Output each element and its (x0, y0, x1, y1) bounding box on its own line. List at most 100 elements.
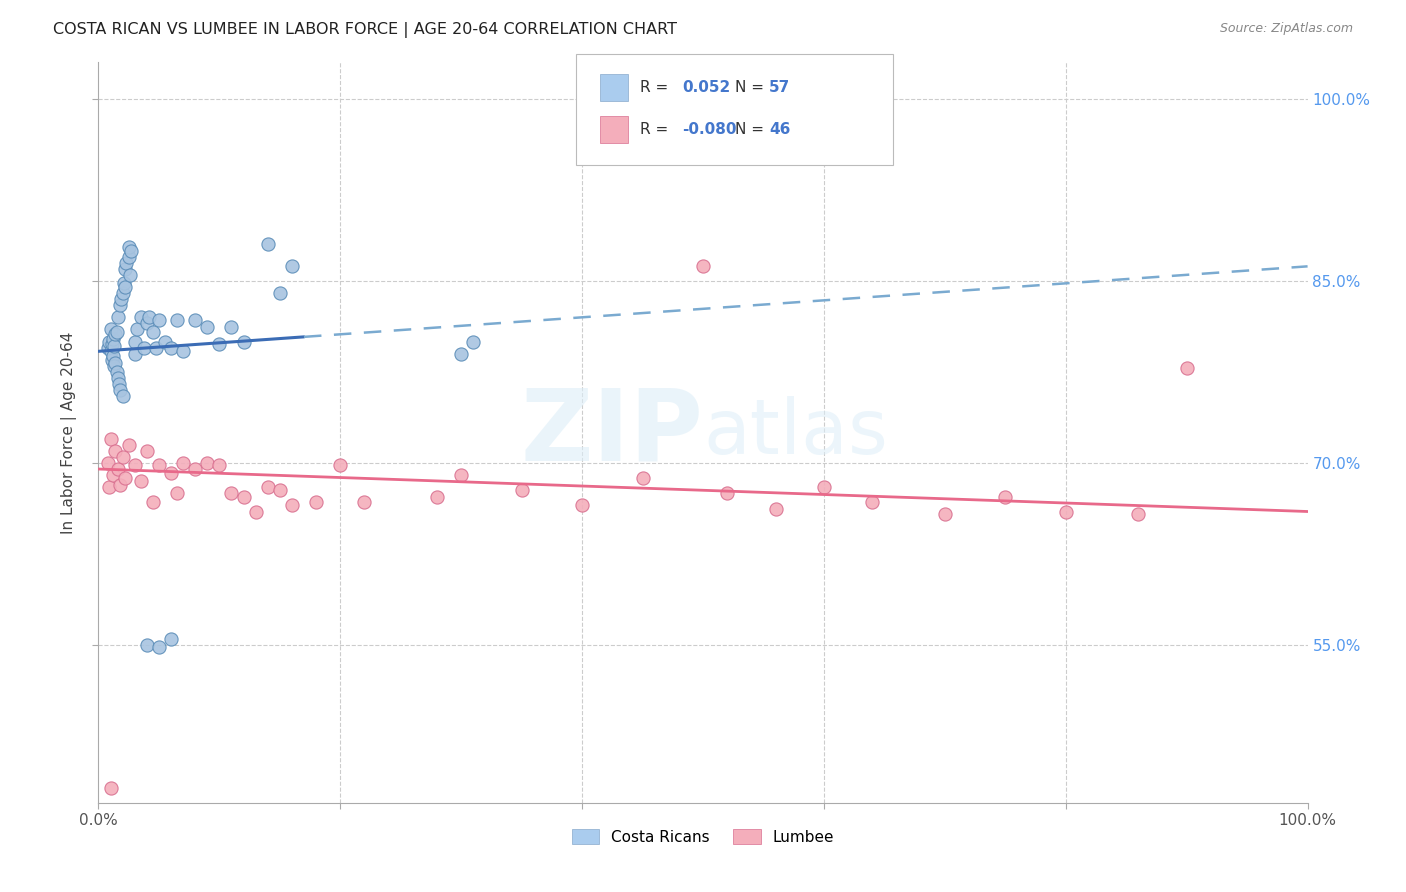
Point (281, 260, 304, 274)
Point (111, 389, 134, 403)
Point (124, 347, 146, 361)
Point (101, 349, 124, 363)
Point (160, 341, 183, 355)
Point (104, 327, 127, 342)
Text: -0.080: -0.080 (682, 122, 737, 136)
Text: R =: R = (640, 122, 673, 136)
Text: atlas: atlas (703, 396, 887, 469)
Point (135, 317, 157, 331)
Point (463, 334, 485, 349)
Point (129, 474, 152, 488)
Point (426, 490, 449, 504)
Text: 46: 46 (769, 122, 790, 136)
Point (813, 480, 835, 494)
Point (100, 337, 122, 351)
Point (571, 499, 593, 513)
Point (118, 268, 141, 282)
Text: N =: N = (735, 122, 769, 136)
Point (1175, 361, 1198, 376)
Point (208, 337, 231, 351)
Point (184, 312, 207, 326)
Text: Source: ZipAtlas.com: Source: ZipAtlas.com (1219, 22, 1353, 36)
Point (860, 495, 883, 509)
Point (172, 456, 194, 470)
Point (98, 480, 121, 494)
Point (184, 462, 207, 476)
Point (118, 240, 141, 254)
Point (1128, 507, 1150, 521)
Point (135, 443, 157, 458)
Point (107, 462, 129, 476)
Point (101, 332, 124, 346)
Point (148, 458, 170, 473)
Point (148, 640, 170, 655)
Point (100, 781, 122, 796)
Point (145, 341, 167, 355)
Point (103, 339, 125, 353)
Point (450, 347, 472, 361)
Text: 0.052: 0.052 (682, 80, 730, 95)
Point (450, 468, 472, 483)
Point (329, 458, 352, 473)
Point (281, 499, 304, 513)
Point (108, 383, 131, 397)
Point (107, 310, 129, 325)
Point (305, 495, 328, 509)
Point (104, 443, 127, 458)
Point (115, 256, 138, 270)
Y-axis label: In Labor Force | Age 20-64: In Labor Force | Age 20-64 (60, 332, 77, 533)
Point (138, 310, 160, 325)
Point (994, 490, 1017, 504)
Point (97, 456, 120, 470)
Point (353, 495, 375, 509)
Point (195, 320, 218, 334)
Point (765, 502, 787, 516)
Point (160, 632, 183, 646)
Point (118, 438, 141, 452)
Point (120, 244, 142, 258)
Point (124, 458, 146, 473)
Point (256, 480, 278, 494)
Point (716, 486, 738, 500)
Point (166, 486, 188, 500)
Point (129, 310, 152, 325)
Point (114, 261, 136, 276)
Point (160, 466, 183, 480)
Point (221, 320, 243, 334)
Point (148, 312, 170, 326)
Point (105, 365, 128, 379)
Point (166, 312, 188, 326)
Point (142, 495, 165, 509)
Point (101, 468, 124, 483)
Point (111, 450, 134, 464)
Point (256, 237, 278, 252)
Point (510, 483, 533, 497)
Point (100, 322, 122, 336)
Point (100, 432, 122, 446)
Point (97, 341, 120, 355)
Point (134, 341, 156, 355)
Point (195, 456, 218, 470)
Point (108, 377, 131, 392)
Text: ZIP: ZIP (520, 384, 703, 481)
Point (692, 260, 714, 274)
Point (104, 356, 127, 370)
Point (172, 344, 194, 359)
Point (232, 490, 254, 504)
Text: N =: N = (735, 80, 769, 95)
Point (118, 250, 141, 264)
Point (114, 280, 136, 294)
Point (142, 325, 165, 339)
Point (105, 325, 128, 339)
Legend: Costa Ricans, Lumbee: Costa Ricans, Lumbee (565, 822, 841, 851)
Point (269, 286, 291, 301)
Point (100, 352, 122, 367)
Point (1054, 504, 1077, 518)
Point (98, 334, 121, 349)
Text: COSTA RICAN VS LUMBEE IN LABOR FORCE | AGE 20-64 CORRELATION CHART: COSTA RICAN VS LUMBEE IN LABOR FORCE | A… (53, 22, 678, 38)
Text: R =: R = (640, 80, 673, 95)
Point (245, 504, 267, 518)
Point (208, 458, 231, 473)
Point (631, 470, 654, 484)
Point (153, 334, 176, 349)
